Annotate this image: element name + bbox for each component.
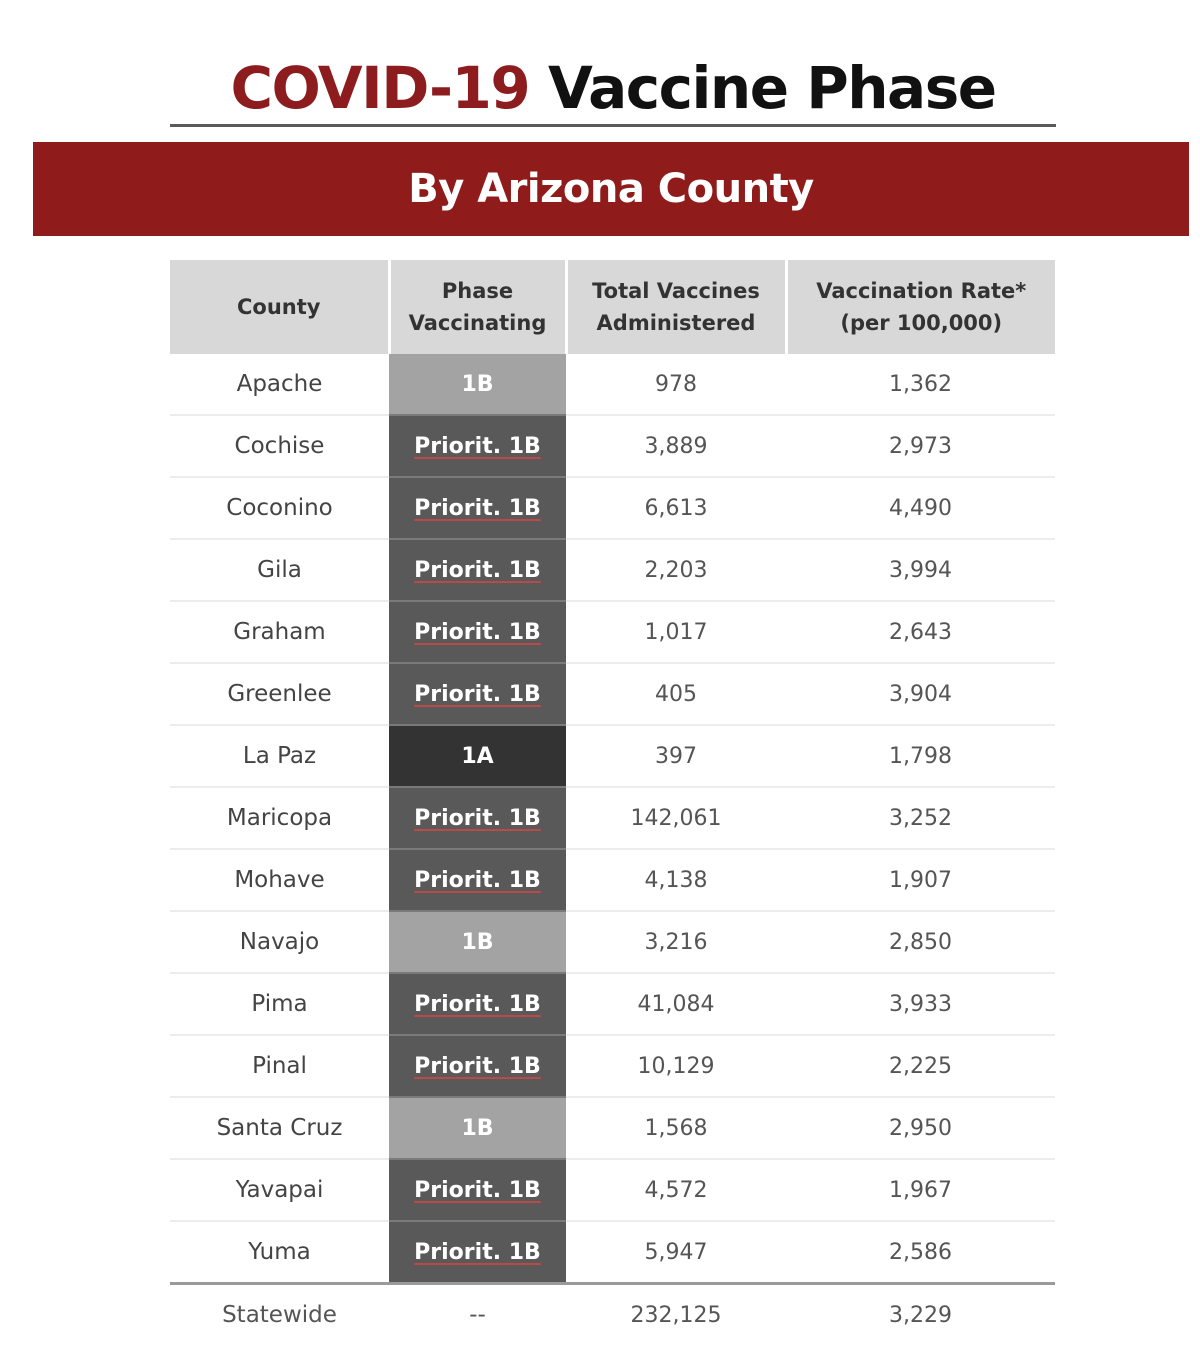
county-cell: Graham bbox=[170, 601, 389, 663]
total-cell: 142,061 bbox=[566, 787, 786, 849]
rate-cell: 4,490 bbox=[786, 477, 1055, 539]
county-cell: Pima bbox=[170, 973, 389, 1035]
title-rest: Vaccine Phase bbox=[548, 54, 996, 122]
county-cell: Yavapai bbox=[170, 1159, 389, 1221]
phase-cell: Priorit. 1B bbox=[389, 539, 566, 601]
phase-cell: 1A bbox=[389, 725, 566, 787]
subtitle-banner: By Arizona County bbox=[33, 142, 1189, 236]
phase-cell: Priorit. 1B bbox=[389, 415, 566, 477]
phase-cell: 1B bbox=[389, 354, 566, 415]
total-cell: 978 bbox=[566, 354, 786, 415]
rate-cell: 1,967 bbox=[786, 1159, 1055, 1221]
county-cell: Pinal bbox=[170, 1035, 389, 1097]
rate-cell: 2,950 bbox=[786, 1097, 1055, 1159]
phase-cell: Priorit. 1B bbox=[389, 663, 566, 725]
banner-text: By Arizona County bbox=[408, 166, 814, 212]
county-cell: Coconino bbox=[170, 477, 389, 539]
col-header-rate: Vaccination Rate*(per 100,000) bbox=[786, 260, 1055, 354]
total-cell: 3,889 bbox=[566, 415, 786, 477]
county-cell: La Paz bbox=[170, 725, 389, 787]
phase-cell: Priorit. 1B bbox=[389, 601, 566, 663]
rate-cell: 3,904 bbox=[786, 663, 1055, 725]
total-cell: 6,613 bbox=[566, 477, 786, 539]
phase-cell: 1B bbox=[389, 1097, 566, 1159]
page-title: COVID-19 Vaccine Phase bbox=[170, 50, 1056, 128]
rate-cell: 1,362 bbox=[786, 354, 1055, 415]
phase-cell: -- bbox=[389, 1284, 566, 1345]
county-cell: Apache bbox=[170, 354, 389, 415]
col-header-county: County bbox=[170, 260, 389, 354]
total-cell: 397 bbox=[566, 725, 786, 787]
rate-cell: 2,225 bbox=[786, 1035, 1055, 1097]
total-cell: 232,125 bbox=[566, 1284, 786, 1345]
phase-cell: Priorit. 1B bbox=[389, 477, 566, 539]
rate-cell: 3,994 bbox=[786, 539, 1055, 601]
title-accent: COVID-19 bbox=[230, 54, 529, 122]
county-cell: Mohave bbox=[170, 849, 389, 911]
county-cell: Cochise bbox=[170, 415, 389, 477]
rate-cell: 2,973 bbox=[786, 415, 1055, 477]
total-cell: 4,138 bbox=[566, 849, 786, 911]
title-divider bbox=[170, 124, 1056, 127]
rate-cell: 1,798 bbox=[786, 725, 1055, 787]
rate-cell: 1,907 bbox=[786, 849, 1055, 911]
total-cell: 405 bbox=[566, 663, 786, 725]
phase-cell: Priorit. 1B bbox=[389, 787, 566, 849]
rate-cell: 2,850 bbox=[786, 911, 1055, 973]
total-cell: 1,568 bbox=[566, 1097, 786, 1159]
phase-cell: Priorit. 1B bbox=[389, 849, 566, 911]
county-cell: Maricopa bbox=[170, 787, 389, 849]
rate-cell: 3,933 bbox=[786, 973, 1055, 1035]
total-cell: 4,572 bbox=[566, 1159, 786, 1221]
county-cell: Statewide bbox=[170, 1284, 389, 1345]
rate-cell: 3,229 bbox=[786, 1284, 1055, 1345]
county-cell: Santa Cruz bbox=[170, 1097, 389, 1159]
phase-cell: 1B bbox=[389, 911, 566, 973]
phase-cell: Priorit. 1B bbox=[389, 1221, 566, 1284]
phase-cell: Priorit. 1B bbox=[389, 973, 566, 1035]
county-cell: Gila bbox=[170, 539, 389, 601]
rate-cell: 3,252 bbox=[786, 787, 1055, 849]
total-cell: 2,203 bbox=[566, 539, 786, 601]
total-cell: 5,947 bbox=[566, 1221, 786, 1284]
total-cell: 1,017 bbox=[566, 601, 786, 663]
county-cell: Greenlee bbox=[170, 663, 389, 725]
total-cell: 10,129 bbox=[566, 1035, 786, 1097]
county-cell: Navajo bbox=[170, 911, 389, 973]
rate-cell: 2,586 bbox=[786, 1221, 1055, 1284]
total-cell: 41,084 bbox=[566, 973, 786, 1035]
total-cell: 3,216 bbox=[566, 911, 786, 973]
phase-cell: Priorit. 1B bbox=[389, 1035, 566, 1097]
county-cell: Yuma bbox=[170, 1221, 389, 1284]
phase-cell: Priorit. 1B bbox=[389, 1159, 566, 1221]
rate-cell: 2,643 bbox=[786, 601, 1055, 663]
